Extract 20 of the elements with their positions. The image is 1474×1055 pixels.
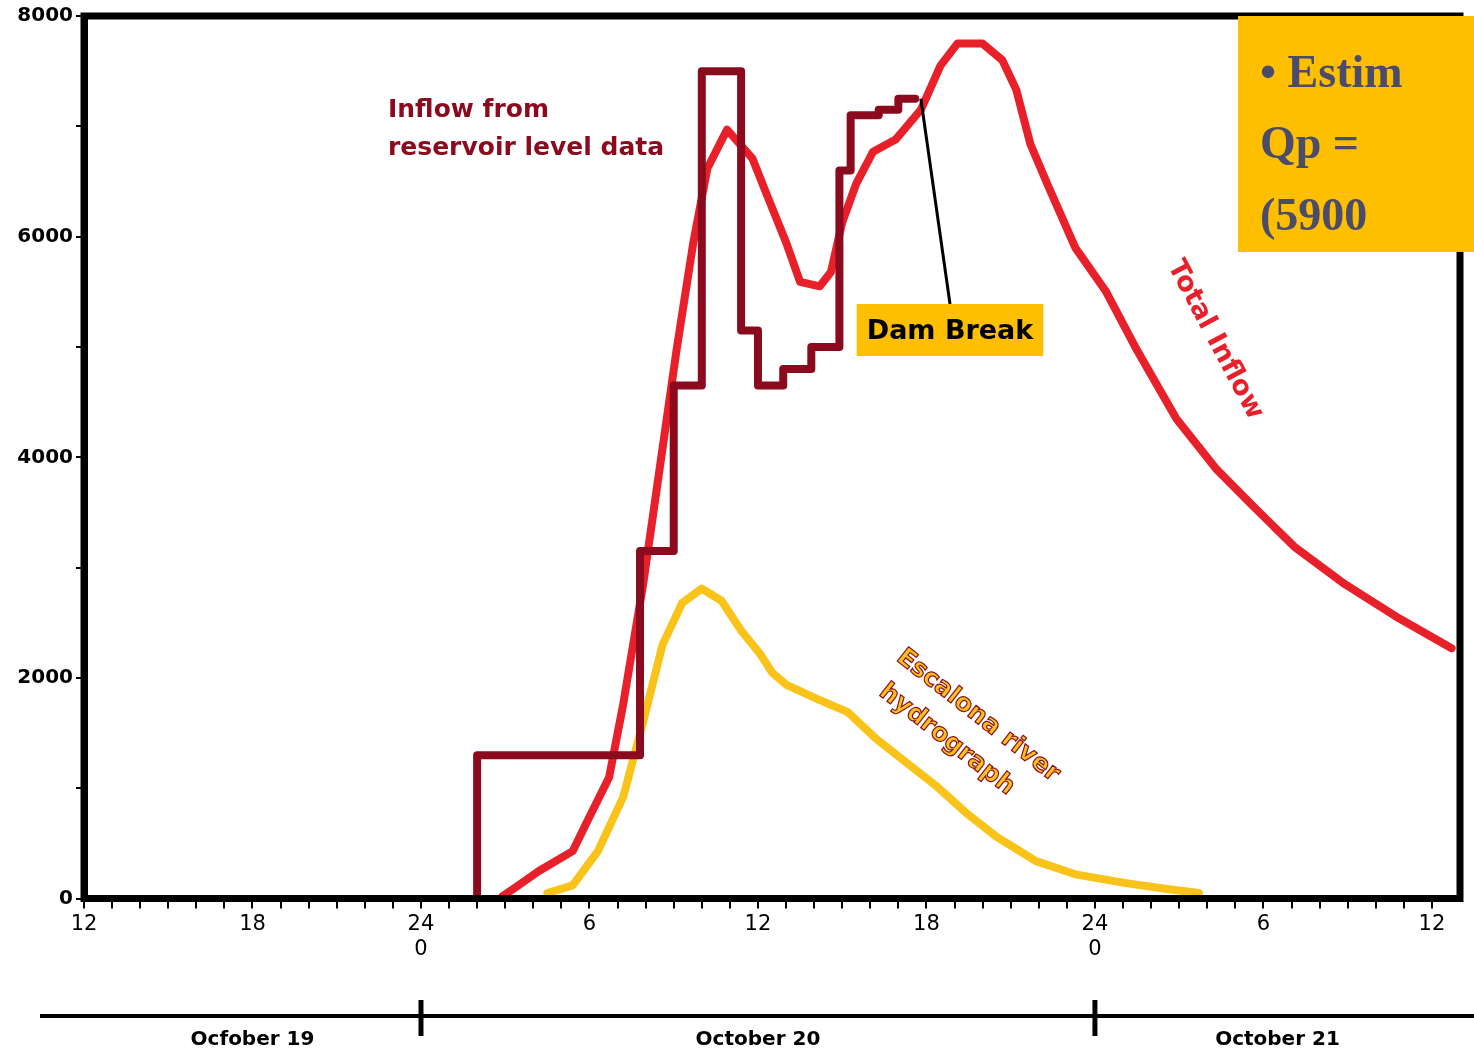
annotation: Dam Break xyxy=(866,314,1035,346)
x-tick-label: 18 xyxy=(239,910,266,935)
x-tick-label: 12 xyxy=(744,910,772,935)
text: Ocfober 19 xyxy=(190,1026,315,1051)
x-tick-label: 6 xyxy=(1256,910,1271,935)
y-tick-label: 8000 xyxy=(17,2,73,27)
y-tick-label: 2000 xyxy=(17,664,73,689)
x-tick-label: 24 0 xyxy=(407,910,435,960)
y-tick-label: 6000 xyxy=(17,222,73,247)
x-tick-label: 6 xyxy=(582,910,597,935)
y-tick-label: 0 xyxy=(59,884,73,909)
x-tick-label: 12 xyxy=(70,910,98,935)
x-tick-label: 18 xyxy=(913,910,940,935)
x-tick-label: 24 0 xyxy=(1081,910,1109,960)
annotation: • Estim Qp = (5900 xyxy=(1238,16,1474,252)
x-tick-label: 12 xyxy=(1418,910,1446,935)
y-tick-label: 4000 xyxy=(17,443,73,468)
series-label: Inflow from reservoir level data xyxy=(388,93,665,161)
text: October 21 xyxy=(1215,1026,1340,1051)
text: October 20 xyxy=(695,1026,821,1051)
